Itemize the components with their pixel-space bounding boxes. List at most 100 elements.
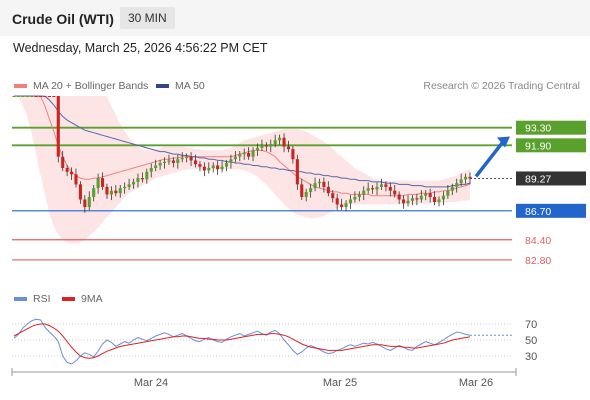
- candle: [255, 147, 260, 151]
- candle: [340, 204, 344, 208]
- candle: [220, 166, 224, 170]
- candle: [224, 162, 229, 167]
- candle: [16, 96, 20, 97]
- candle: [100, 178, 105, 187]
- datetime-label: Wednesday, March 25, 2026 4:56:22 PM CET: [13, 41, 268, 55]
- candle: [313, 183, 317, 189]
- candle: [269, 144, 273, 147]
- candle: [362, 190, 366, 195]
- x-tick-label: Mar 24: [134, 377, 168, 389]
- candle: [291, 149, 295, 160]
- candle: [78, 184, 82, 200]
- candle: [348, 199, 353, 204]
- candle: [402, 199, 406, 204]
- credit-label: Research © 2026 Trading Central: [423, 80, 580, 92]
- candle: [464, 176, 468, 180]
- candle: [70, 171, 74, 175]
- candle: [25, 96, 29, 97]
- candle: [171, 160, 175, 163]
- candle: [273, 140, 277, 145]
- candle: [450, 186, 454, 191]
- candle: [317, 181, 322, 184]
- candle: [229, 159, 233, 163]
- price-tag-89.27-bg: [516, 171, 586, 186]
- rsi-line: [13, 318, 471, 365]
- candle: [433, 196, 437, 202]
- candle: [300, 184, 304, 197]
- candle: [189, 156, 193, 161]
- x-tick-label: Mar 25: [323, 377, 357, 389]
- legend-rsi: RSI: [14, 293, 51, 305]
- candle: [410, 198, 414, 201]
- candle: [335, 198, 339, 205]
- candle: [83, 199, 87, 208]
- candle: [118, 188, 122, 194]
- candle: [87, 196, 91, 208]
- ma50-legend-label: MA 50: [175, 80, 205, 92]
- candle: [242, 152, 246, 155]
- candle: [96, 178, 100, 189]
- candle: [384, 184, 388, 187]
- price-tag-86.70-bg: [516, 203, 586, 218]
- candle: [388, 186, 392, 191]
- candle: [211, 165, 215, 168]
- candle: [428, 193, 432, 197]
- candle: [366, 188, 370, 191]
- candle: [162, 161, 167, 163]
- rsi-swatch-icon: [14, 297, 27, 302]
- candle: [21, 96, 25, 97]
- candle: [309, 188, 313, 192]
- rsi-tick-label: 30: [525, 351, 537, 363]
- candle: [353, 196, 357, 200]
- price-tag-91.90-bg: [516, 138, 586, 153]
- candle: [295, 159, 299, 185]
- price-tag-93.30-bg: [516, 120, 586, 135]
- ma9-line: [13, 323, 471, 359]
- candle: [357, 194, 361, 197]
- price-tag-93.30: 93.30: [525, 123, 551, 135]
- candle: [216, 165, 220, 170]
- instrument-title: Crude Oil (WTI): [12, 11, 114, 27]
- candle: [331, 193, 335, 199]
- candle: [371, 188, 375, 190]
- rsi-tick-label: 50: [525, 335, 537, 347]
- legend-ma50: MA 50: [156, 80, 205, 92]
- ma9-swatch-icon: [62, 297, 75, 302]
- candle: [260, 145, 264, 148]
- candle: [238, 154, 242, 157]
- price-tag-84.40: 84.40: [525, 235, 551, 247]
- projection-arrow-head-icon: [497, 136, 510, 148]
- candle: [56, 96, 60, 157]
- rsi-tick-label: 70: [525, 319, 537, 331]
- candle: [459, 179, 463, 184]
- candle: [207, 168, 211, 171]
- candle: [123, 186, 127, 189]
- candle: [145, 171, 149, 180]
- candle: [437, 199, 441, 202]
- candle: [286, 146, 291, 150]
- candle: [198, 164, 202, 167]
- x-tick-label: Mar 26: [459, 377, 493, 389]
- candle: [424, 193, 428, 196]
- rsi-legend-label: RSI: [33, 293, 51, 305]
- timeframe-button[interactable]: 30 MIN: [120, 7, 175, 29]
- candle: [247, 152, 251, 157]
- ma9-legend-label: 9MA: [81, 293, 103, 305]
- ma50-line: [14, 95, 471, 188]
- candle: [39, 96, 43, 97]
- candle: [65, 168, 69, 172]
- candle: [61, 156, 65, 168]
- candle: [131, 181, 136, 185]
- candle: [415, 198, 419, 200]
- candle: [140, 178, 144, 180]
- legend-ma9: 9MA: [62, 293, 103, 305]
- candle: [114, 190, 118, 194]
- ma20-swatch-icon: [14, 84, 27, 89]
- candle: [180, 157, 184, 160]
- candle: [136, 178, 140, 182]
- candle: [158, 162, 162, 166]
- candle: [149, 168, 153, 172]
- candle: [92, 188, 96, 197]
- candle: [202, 166, 206, 171]
